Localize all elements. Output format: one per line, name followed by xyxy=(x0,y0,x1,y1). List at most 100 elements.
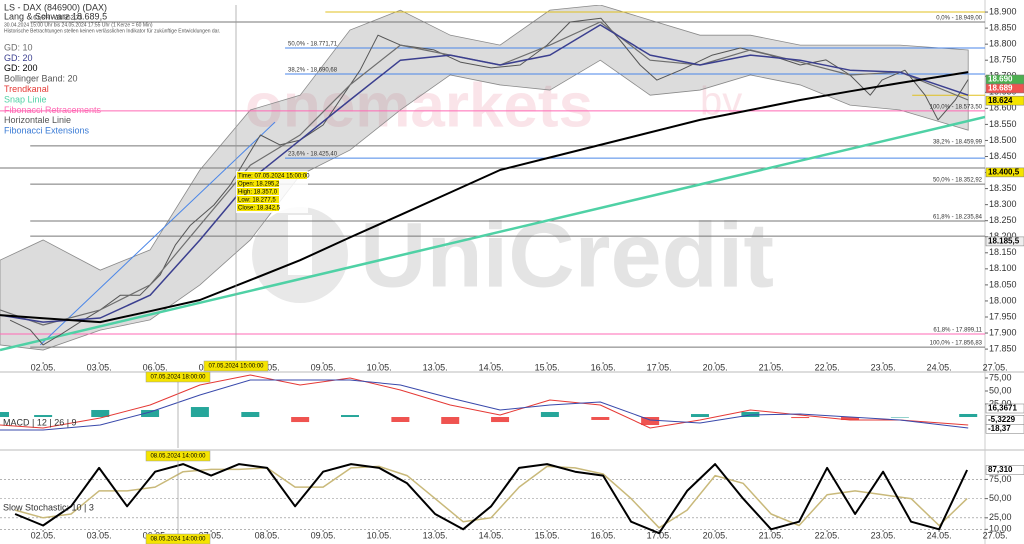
crosshair-tag-bg xyxy=(145,371,211,383)
histogram-bar xyxy=(491,417,510,423)
header-note: Historische Betrachtungen stellen keinen… xyxy=(4,28,220,34)
series-line xyxy=(14,463,969,535)
histogram-bar xyxy=(791,417,810,419)
crosshair-tag: 08.05.2024 14:00:00 xyxy=(150,537,206,543)
series-line xyxy=(14,465,968,529)
y-tick-label: 50,00 xyxy=(989,493,1012,503)
level-label: 61,8% - 18.852,73 xyxy=(33,16,83,22)
level-label: 23,6% - 18.425,40 xyxy=(288,152,338,158)
y-tick-label: 10,00 xyxy=(989,524,1012,534)
watermark-logo xyxy=(252,207,348,303)
histogram-bar xyxy=(391,417,410,422)
x-tick-label: 23.05. xyxy=(871,362,896,372)
x-tick-label: 09.05. xyxy=(311,530,336,540)
x-tick-label: 21.05. xyxy=(759,530,784,540)
histogram-bar xyxy=(34,415,53,418)
x-tick-label: 03.05. xyxy=(87,362,112,372)
header: LS - DAX (846900) (DAX) Lang & Schwarz 1… xyxy=(4,2,220,34)
watermark-bank: UniCredit xyxy=(360,204,774,306)
x-tick-label: 15.05. xyxy=(535,362,560,372)
x-tick-label: 16.05. xyxy=(591,362,616,372)
price-tag xyxy=(985,403,1024,414)
y-tick-label: 18.000 xyxy=(989,295,1017,305)
y-tick-label: 18.300 xyxy=(989,199,1017,209)
histogram-bar xyxy=(340,415,359,418)
y-tick-label: 18.850 xyxy=(989,22,1017,32)
y-tick-label: 18.750 xyxy=(989,55,1017,65)
histogram-bar xyxy=(591,417,610,420)
panel-overlay: 75,00 50,00 25,00 MACD | 12 | 26 | 9 07.05.2… xyxy=(3,371,1024,448)
indicator-label: Slow Stochastic: 10 | 3 xyxy=(3,502,94,512)
info-line-bg xyxy=(237,196,279,203)
x-tick-label: 20.05. xyxy=(703,362,728,372)
legend-entry: GD: 200 xyxy=(4,63,38,73)
info-line-bg xyxy=(237,172,307,179)
histogram-bar xyxy=(690,414,709,418)
chart-title: LS - DAX (846900) (DAX) xyxy=(4,2,107,12)
info-line: Close: 18.342,5 xyxy=(238,206,281,212)
price-tag-label: 18.400,5 xyxy=(988,167,1020,176)
panel xyxy=(0,5,985,352)
legend-entry: Horizontale Linie xyxy=(4,115,71,125)
histogram-bar xyxy=(741,411,760,418)
y-tick-label: 18.900 xyxy=(989,6,1017,16)
price-tag xyxy=(985,83,1024,94)
watermark-brand: onemarkets xyxy=(245,71,593,140)
histogram-bar xyxy=(141,409,160,418)
y-tick-label: 17.950 xyxy=(989,311,1017,321)
x-tick-label: 15.05. xyxy=(535,530,560,540)
price-tag-label: 18.689 xyxy=(988,84,1013,93)
info-line: Time: 07.05.2024 15:00:00 xyxy=(238,174,310,180)
y-tick-label: 18.150 xyxy=(989,247,1017,257)
legend-entry: Fibonacci Retracements xyxy=(4,105,102,115)
x-tick-label: 24.05. xyxy=(927,362,952,372)
series-line xyxy=(0,24,969,323)
crosshair-tag-bg xyxy=(145,533,211,544)
histogram-bar xyxy=(190,407,209,418)
x-tick-label: 22.05. xyxy=(815,530,840,540)
price-tag-label: 16,3671 xyxy=(988,404,1017,413)
x-tick-label: 02.05. xyxy=(31,362,56,372)
x-tick-label: 17.05. xyxy=(647,530,672,540)
level-label: 100,0% - 18.573,50 xyxy=(930,105,983,111)
price-tag xyxy=(985,95,1024,106)
level-label: 100,0% - 17.856,83 xyxy=(930,341,983,347)
y-tick-label: 18.800 xyxy=(989,39,1017,49)
trendline xyxy=(0,115,985,352)
x-tick-label: 08.05. xyxy=(255,530,280,540)
x-tick-label: 06.05. xyxy=(143,362,168,372)
info-line: Open: 18.295,2 xyxy=(238,182,280,188)
info-line-bg xyxy=(237,204,279,211)
histogram-bar xyxy=(540,412,559,418)
x-tick-label: 27.05. xyxy=(983,530,1008,540)
y-tick-label: 18.250 xyxy=(989,215,1017,225)
histogram-bar xyxy=(291,417,310,423)
panel xyxy=(0,463,985,535)
legend-entry: Snap Linie xyxy=(4,94,47,104)
y-tick-label: 50,00 xyxy=(989,385,1012,395)
panel-overlay: 75,0050,0025,0010,0002.05.03.05.06.05.07… xyxy=(3,450,1024,544)
histogram-bar xyxy=(890,417,909,418)
x-tick-label: 20.05. xyxy=(703,530,728,540)
crosshair-tag: 07.05.2024 18:00:00 xyxy=(150,375,206,381)
x-tick-label: 13.05. xyxy=(423,362,448,372)
x-tick-label: 23.05. xyxy=(871,530,896,540)
price-tag xyxy=(985,167,1024,178)
x-tick-label: 14.05. xyxy=(479,362,504,372)
price-tag xyxy=(985,465,1024,475)
header-note: 30.04.2024 15:00 Uhr bis 24.05.2024 17:5… xyxy=(4,22,153,28)
x-tick-label: 16.05. xyxy=(591,530,616,540)
x-tick-label: 10.05. xyxy=(367,362,392,372)
level-label: 38,2% - 18.459,99 xyxy=(933,139,983,145)
price-tag-label: -5,3229 xyxy=(988,415,1016,424)
info-line: Low: 18.277,5 xyxy=(238,198,276,204)
legend-entry: Bollinger Band: 20 xyxy=(4,74,78,84)
histogram-bar xyxy=(959,413,978,418)
y-tick-label: 17.900 xyxy=(989,327,1017,337)
x-tick-label: 17.05. xyxy=(647,362,672,372)
level-label: 61,8% - 18.235,84 xyxy=(933,215,983,221)
info-line-bg xyxy=(237,188,279,195)
y-tick-label: 18.600 xyxy=(989,103,1017,113)
x-tick-label: 21.05. xyxy=(759,362,784,372)
